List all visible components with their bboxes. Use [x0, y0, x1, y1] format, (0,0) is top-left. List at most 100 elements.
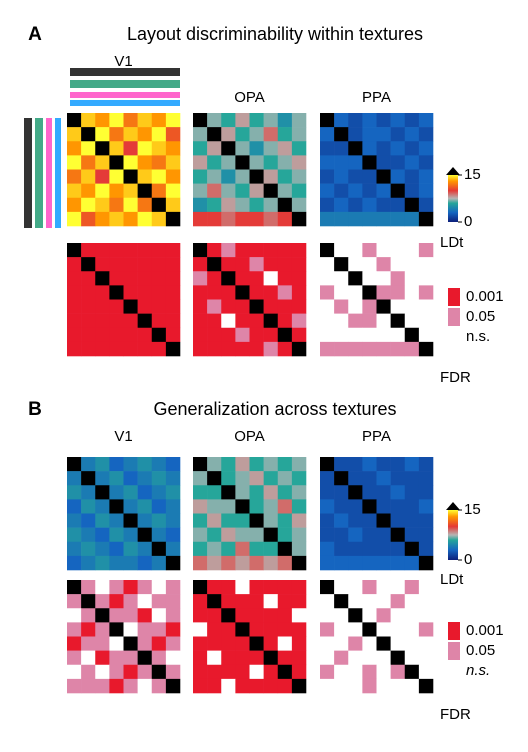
- ldt-cell: [165, 457, 181, 472]
- fdr-cell: [95, 636, 110, 651]
- diagonal-cell: [67, 580, 82, 595]
- diagonal-cell: [390, 313, 406, 329]
- ldt-cell: [404, 155, 420, 170]
- colorbar-tick-label: 15: [464, 501, 481, 518]
- ldt-cell: [165, 183, 181, 199]
- ldt-cell: [348, 499, 363, 514]
- fdr-cell: [235, 650, 250, 666]
- fdr-cell: [81, 243, 96, 258]
- fdr-cell: [221, 580, 236, 595]
- diagonal-cell: [334, 594, 349, 609]
- ldt-cell: [263, 127, 279, 142]
- fdr-cell: [81, 285, 96, 300]
- ldt-cell: [151, 169, 167, 184]
- ldt-cell: [320, 197, 335, 213]
- fdr-cell: [263, 678, 279, 694]
- ldt-cell: [123, 183, 138, 199]
- ldt-cell: [137, 197, 153, 213]
- fdr-cell: [320, 257, 335, 272]
- fdr-cell: [81, 327, 96, 343]
- fdr-cell: [348, 622, 363, 637]
- diagonal-cell: [235, 499, 250, 514]
- ldt-cell: [95, 471, 110, 486]
- diagonal-cell: [277, 541, 293, 557]
- fdr-cell: [334, 650, 349, 666]
- diagonal-cell: [277, 197, 293, 213]
- diagonal-cell: [207, 127, 222, 142]
- ldt-cell: [221, 499, 236, 514]
- fdr-cell: [207, 271, 222, 286]
- fdr-cell: [235, 243, 250, 258]
- fdr-cell: [334, 313, 349, 329]
- ldt-cell: [123, 197, 138, 213]
- ldt-cell: [207, 527, 222, 543]
- fdr-cell: [67, 285, 82, 300]
- ldt-cell: [263, 197, 279, 213]
- ldt-cell: [151, 113, 167, 128]
- fdr-cell: [207, 608, 222, 623]
- fdr-cell: [291, 257, 307, 272]
- ldt-cell: [81, 541, 96, 557]
- ldt-cell: [418, 183, 434, 199]
- fdr-cell: [123, 257, 138, 272]
- ldt-cell: [109, 183, 124, 199]
- fdr-cell: [137, 257, 153, 272]
- ldt-cell: [334, 197, 349, 213]
- ldt-cell: [362, 211, 377, 227]
- ldt-cell: [193, 211, 208, 227]
- fdr-cell: [235, 299, 250, 314]
- fdr-cell: [291, 299, 307, 314]
- fdr-cell: [277, 243, 293, 258]
- ldt-cell: [263, 541, 279, 557]
- fdr-cell: [362, 257, 377, 272]
- fdr-cell: [376, 594, 391, 609]
- ldt-cell: [249, 127, 264, 142]
- ldt-cell: [67, 141, 82, 156]
- diagonal-cell: [95, 141, 110, 156]
- fdr-cell: [235, 580, 250, 595]
- fdr-cell: [193, 271, 208, 286]
- diagonal-cell: [151, 327, 167, 343]
- fdr-cell: [221, 664, 236, 680]
- fdr-cell: [390, 271, 406, 286]
- fdr-cell: [67, 257, 82, 272]
- diagonal-cell: [109, 155, 124, 170]
- fdr-cell: [235, 678, 250, 694]
- ldt-cell: [249, 197, 264, 213]
- fdr-cell: [207, 327, 222, 343]
- diagonal-cell: [109, 622, 124, 637]
- fdr-cell: [320, 608, 335, 623]
- fdr-cell: [390, 257, 406, 272]
- fdr-cell: [249, 327, 264, 343]
- ldt-cell: [291, 197, 307, 213]
- ldt-cell: [81, 155, 96, 170]
- ldt-cell: [362, 113, 377, 128]
- region-label: V1: [114, 53, 132, 70]
- ldt-cell: [277, 183, 293, 199]
- ldt-cell: [193, 169, 208, 184]
- fdr-cell: [235, 594, 250, 609]
- colorbar: [448, 510, 458, 560]
- fdr-cell: [137, 327, 153, 343]
- fdr-cell: [277, 299, 293, 314]
- fdr-cell: [165, 327, 181, 343]
- fdr-cell: [165, 299, 181, 314]
- diagonal-cell: [348, 608, 363, 623]
- ldt-cell: [362, 471, 377, 486]
- fdr-cell: [277, 271, 293, 286]
- fdr-cell: [263, 327, 279, 343]
- diagonal-cell: [123, 299, 138, 314]
- ldt-cell: [67, 471, 82, 486]
- fdr-cell: [151, 594, 167, 609]
- ldt-cell: [334, 113, 349, 128]
- fdr-cell: [320, 664, 335, 680]
- ldt-cell: [320, 485, 335, 500]
- ldt-cell: [362, 197, 377, 213]
- ldt-cell: [277, 513, 293, 528]
- ldt-cell: [404, 555, 420, 571]
- ldt-cell: [207, 113, 222, 128]
- fdr-cell: [165, 636, 181, 651]
- ldt-cell: [418, 471, 434, 486]
- legend-label: 0.05: [466, 308, 495, 325]
- diagonal-cell: [320, 243, 335, 258]
